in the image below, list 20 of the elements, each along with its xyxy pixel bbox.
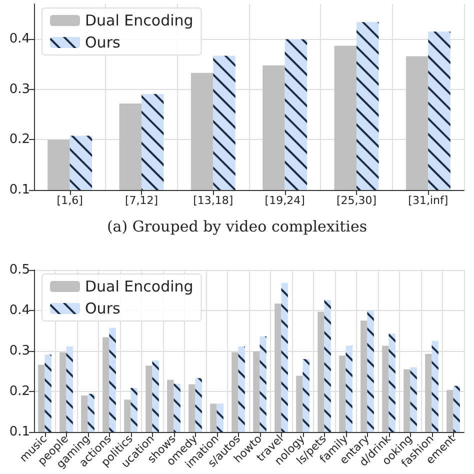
x-tick-label: [31,inf] — [408, 194, 448, 207]
text: (a) Grouped by video complexities — [106, 218, 368, 236]
legend-label: Dual Encoding — [85, 278, 194, 296]
y-tick-label: 0.1 — [9, 182, 30, 198]
x-tick-label: [19,24] — [264, 194, 305, 207]
legend-label: Ours — [85, 34, 120, 52]
y-tick-label: 0.1 — [9, 424, 30, 440]
y-tick-label: 0.4 — [9, 32, 30, 47]
y-tick-label: 0.3 — [9, 344, 30, 358]
legend-label: Dual Encoding — [85, 12, 194, 30]
y-tick-label: 0.3 — [9, 82, 30, 97]
x-tick-label: [7,12] — [124, 194, 158, 207]
x-tick-label: [13,18] — [193, 194, 234, 207]
y-tick-label: 0.2 — [9, 132, 30, 148]
x-tick-label: [25,30] — [336, 194, 377, 207]
y-tick-label: 0.4 — [9, 303, 30, 318]
y-tick-label: 0.5 — [9, 262, 30, 278]
legend-label: Ours — [85, 300, 120, 318]
y-tick-label: 0.2 — [9, 384, 30, 399]
x-tick-label: [1,6] — [56, 194, 83, 207]
